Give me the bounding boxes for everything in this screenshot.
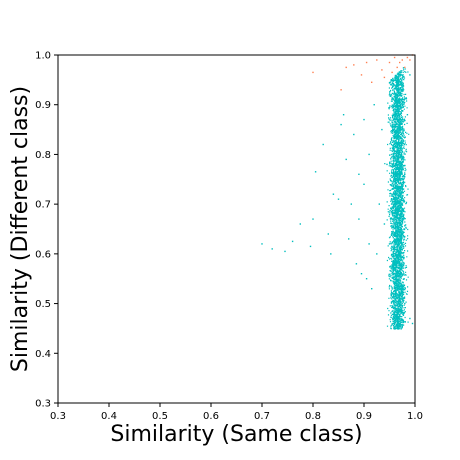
data-point	[299, 223, 301, 225]
data-point	[393, 263, 396, 265]
data-point	[337, 198, 340, 200]
data-point	[381, 69, 383, 71]
series-0	[261, 74, 414, 325]
data-point	[391, 188, 393, 190]
data-point	[345, 66, 347, 69]
data-point	[399, 292, 401, 295]
data-point	[388, 243, 391, 245]
data-point	[353, 64, 355, 66]
plot-frame	[57, 54, 416, 404]
y-tick-label: 0.6	[35, 249, 51, 260]
x-tick-label: 1.0	[407, 411, 423, 422]
x-tick-label: 0.4	[101, 411, 117, 422]
data-point	[340, 123, 342, 126]
data-point	[406, 114, 409, 116]
data-point	[271, 248, 273, 250]
data-point	[404, 302, 406, 305]
data-point	[314, 171, 317, 173]
data-point	[360, 273, 363, 275]
data-point	[327, 233, 329, 235]
data-point	[406, 56, 409, 59]
x-tick-label: 0.9	[356, 411, 372, 422]
y-tick-label: 1.0	[35, 51, 51, 62]
data-point	[348, 238, 350, 240]
point-cloud-path	[384, 67, 410, 330]
data-point	[332, 193, 335, 195]
data-point	[312, 218, 314, 220]
data-point	[365, 278, 368, 280]
data-point	[409, 74, 411, 76]
data-point	[363, 118, 365, 121]
y-tick-label: 0.5	[35, 299, 51, 310]
y-tick-label: 0.7	[35, 200, 51, 211]
data-point	[399, 61, 401, 64]
data-point	[409, 59, 411, 61]
data-point	[350, 203, 352, 205]
x-tick-label: 0.5	[152, 411, 168, 422]
data-point	[381, 128, 383, 131]
data-point	[411, 322, 414, 325]
x-tick-label: 0.3	[50, 411, 66, 422]
x-tick-label: 0.7	[254, 411, 270, 422]
y-axis-label: Similarity (Different class)	[8, 86, 33, 372]
y-tick-label: 0.9	[35, 100, 51, 111]
y-axis-ticks: 0.3 0.4 0.5 0.6 0.7 0.8 0.9 1.0	[35, 51, 58, 410]
data-point	[373, 104, 375, 106]
data-point	[376, 59, 378, 61]
x-tick-label: 0.6	[203, 411, 219, 422]
data-point	[363, 183, 365, 185]
y-tick-label: 0.4	[35, 349, 51, 360]
data-point	[340, 89, 342, 91]
data-point	[404, 173, 406, 175]
data-point	[358, 218, 360, 220]
points-layer	[261, 54, 414, 330]
data-point	[399, 84, 401, 86]
data-point	[368, 243, 370, 245]
data-point	[388, 61, 391, 64]
data-point	[353, 133, 355, 136]
data-point	[371, 288, 373, 290]
data-point	[284, 250, 286, 253]
data-point	[396, 208, 398, 210]
x-axis-ticks: 0.3 0.4 0.5 0.6 0.7 0.8 0.9 1.0	[50, 403, 423, 422]
data-point	[291, 240, 294, 243]
data-point	[378, 203, 380, 205]
data-point	[358, 173, 360, 175]
data-point	[393, 56, 396, 59]
data-point	[376, 253, 378, 255]
data-point	[391, 71, 393, 74]
data-point	[330, 253, 332, 255]
y-tick-label: 0.3	[35, 399, 51, 410]
data-point	[386, 163, 388, 166]
series-1	[312, 54, 414, 91]
data-point	[383, 223, 386, 225]
data-point	[371, 81, 373, 83]
data-point	[393, 133, 396, 136]
y-tick-label: 0.8	[35, 150, 51, 161]
data-point	[383, 76, 386, 79]
data-point	[360, 74, 363, 76]
data-point	[404, 66, 406, 69]
data-point	[345, 158, 347, 161]
x-axis-label: Similarity (Same class)	[110, 422, 362, 447]
data-point	[401, 233, 403, 235]
data-point	[261, 243, 263, 245]
data-point	[322, 143, 324, 146]
data-point	[396, 66, 398, 69]
data-point	[312, 71, 314, 74]
data-point	[368, 153, 370, 156]
data-point	[355, 263, 358, 265]
data-point	[342, 114, 345, 116]
data-point	[309, 245, 312, 248]
point-cloud	[384, 67, 410, 330]
data-point	[388, 94, 391, 96]
data-point	[365, 61, 368, 64]
data-point	[409, 317, 411, 320]
x-tick-label: 0.8	[305, 411, 321, 422]
data-point	[401, 59, 403, 61]
